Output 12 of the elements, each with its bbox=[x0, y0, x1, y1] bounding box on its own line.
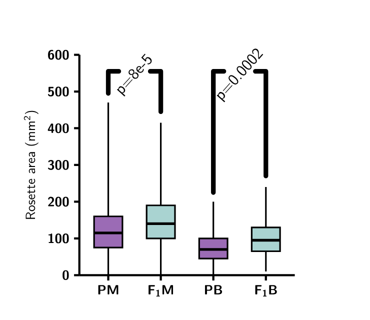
y-tick-label: 400 bbox=[48, 123, 69, 133]
y-tick-label: 500 bbox=[48, 86, 69, 96]
y-tick-label: 100 bbox=[48, 233, 69, 244]
x-tick-label: PB bbox=[205, 284, 222, 294]
y-tick-label: 0 bbox=[62, 270, 69, 280]
y-tick-label: 300 bbox=[48, 160, 69, 170]
x-tick-label: PM bbox=[98, 284, 118, 294]
y-axis-title: Rosette area (mm$^{2}$) bbox=[24, 110, 38, 219]
x-tick-label: F$_{1}$M bbox=[148, 284, 174, 296]
y-tick-label: 200 bbox=[48, 196, 69, 206]
x-tick-label: F$_{1}$B bbox=[255, 284, 277, 296]
y-tick-label: 600 bbox=[48, 50, 69, 60]
